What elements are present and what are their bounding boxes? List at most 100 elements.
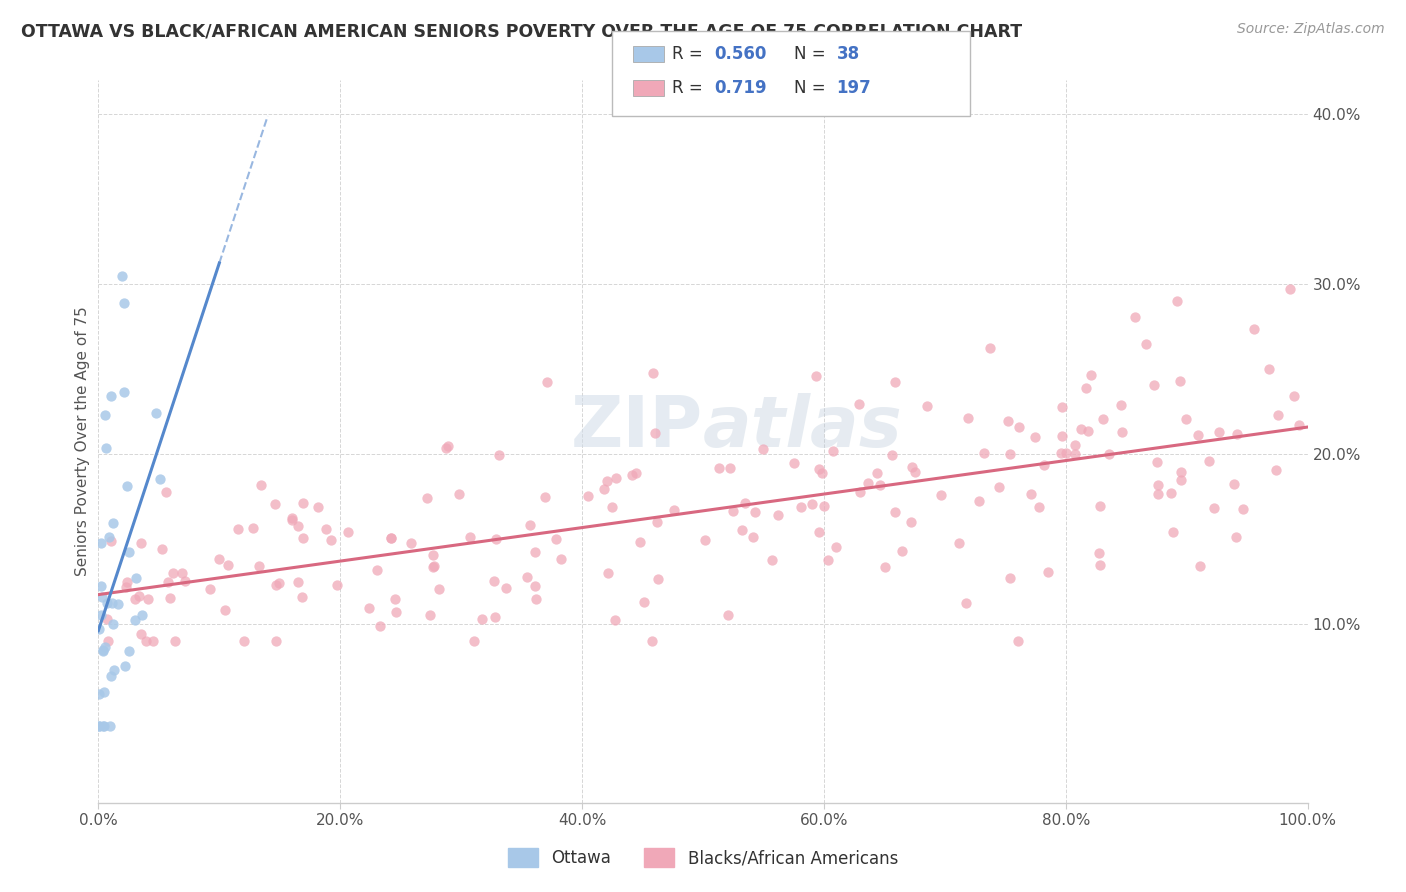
- Point: [250, 477, 273, 491]
- Point: [1080, 368, 1102, 383]
- Point: [437, 439, 460, 453]
- Point: [380, 531, 402, 545]
- Point: [242, 521, 264, 535]
- Point: [94, 408, 117, 422]
- Point: [93, 685, 115, 699]
- Point: [626, 466, 648, 480]
- Point: [111, 269, 134, 284]
- Point: [128, 589, 150, 603]
- Point: [214, 603, 236, 617]
- Point: [291, 496, 314, 510]
- Point: [427, 582, 450, 596]
- Point: [848, 397, 870, 411]
- Point: [603, 613, 626, 627]
- Point: [1098, 446, 1121, 460]
- Point: [1088, 558, 1111, 573]
- Point: [112, 385, 135, 400]
- Point: [117, 478, 139, 492]
- Point: [217, 558, 239, 573]
- Point: [399, 535, 422, 549]
- Point: [149, 472, 172, 486]
- Text: Source: ZipAtlas.com: Source: ZipAtlas.com: [1237, 22, 1385, 37]
- Point: [94, 640, 117, 654]
- Point: [1111, 425, 1133, 439]
- Point: [115, 580, 138, 594]
- Point: [269, 576, 291, 591]
- Point: [91, 719, 114, 733]
- Point: [1142, 378, 1164, 392]
- Point: [1267, 408, 1289, 422]
- Point: [156, 575, 179, 590]
- Point: [101, 516, 124, 530]
- Point: [98, 719, 121, 733]
- Point: [948, 536, 970, 550]
- Point: [731, 523, 754, 537]
- Point: [97, 634, 120, 648]
- Point: [1147, 487, 1170, 501]
- Point: [1135, 336, 1157, 351]
- Point: [131, 607, 153, 622]
- Point: [1109, 398, 1132, 412]
- Point: [605, 471, 627, 485]
- Point: [1278, 281, 1301, 295]
- Point: [336, 524, 359, 539]
- Point: [1070, 422, 1092, 436]
- Point: [87, 622, 110, 636]
- Point: [593, 482, 616, 496]
- Point: [114, 659, 136, 673]
- Point: [1166, 293, 1188, 308]
- Point: [117, 574, 139, 589]
- Point: [124, 613, 146, 627]
- Point: [806, 369, 828, 384]
- Point: [534, 491, 557, 505]
- Point: [264, 578, 287, 592]
- Point: [900, 459, 922, 474]
- Legend: Ottawa, Blacks/African Americans: Ottawa, Blacks/African Americans: [501, 841, 905, 874]
- Point: [291, 591, 314, 605]
- Point: [162, 566, 184, 580]
- Point: [707, 460, 730, 475]
- Point: [1024, 430, 1046, 444]
- Point: [384, 591, 406, 606]
- Text: 197: 197: [837, 79, 872, 97]
- Point: [1208, 425, 1230, 439]
- Point: [1223, 477, 1246, 491]
- Point: [856, 475, 879, 490]
- Text: R =: R =: [672, 79, 709, 97]
- Point: [1188, 558, 1211, 573]
- Text: N =: N =: [794, 45, 831, 63]
- Point: [485, 533, 508, 547]
- Point: [228, 522, 250, 536]
- Point: [519, 517, 541, 532]
- Point: [281, 511, 304, 525]
- Point: [422, 558, 444, 573]
- Point: [471, 612, 494, 626]
- Point: [998, 571, 1021, 585]
- Point: [1147, 478, 1170, 492]
- Point: [536, 375, 558, 389]
- Point: [91, 642, 114, 657]
- Point: [1243, 321, 1265, 335]
- Point: [903, 466, 925, 480]
- Point: [641, 634, 664, 648]
- Point: [811, 467, 834, 481]
- Point: [717, 608, 740, 623]
- Point: [359, 601, 381, 615]
- Point: [979, 341, 1001, 355]
- Point: [1091, 412, 1114, 426]
- Point: [807, 462, 830, 476]
- Point: [742, 531, 765, 545]
- Point: [1282, 389, 1305, 403]
- Point: [460, 530, 482, 544]
- Point: [1050, 446, 1073, 460]
- Point: [988, 481, 1011, 495]
- Point: [1232, 502, 1254, 516]
- Point: [495, 581, 517, 595]
- Point: [173, 574, 195, 588]
- Point: [266, 634, 288, 648]
- Point: [100, 389, 122, 403]
- Point: [1064, 447, 1087, 461]
- Point: [516, 570, 538, 584]
- Point: [419, 607, 441, 622]
- Point: [90, 607, 112, 622]
